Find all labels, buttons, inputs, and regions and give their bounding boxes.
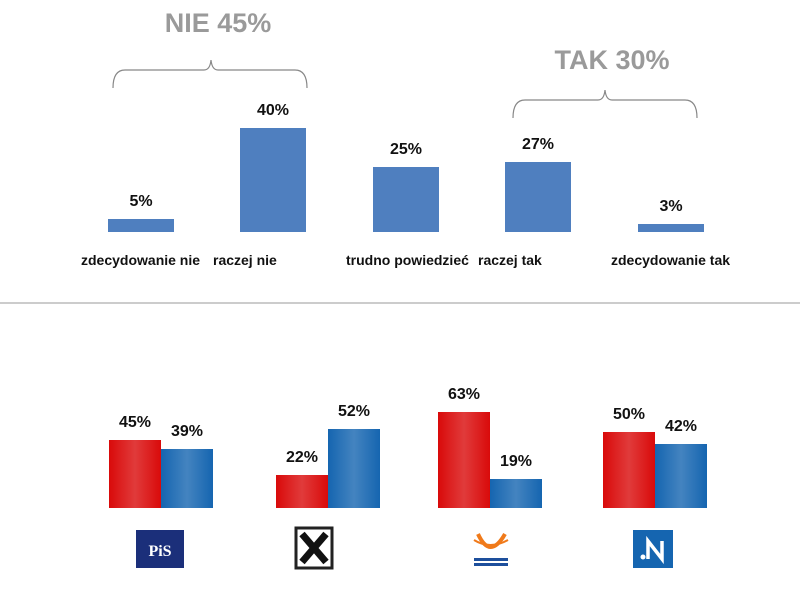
category-label: zdecydowanie nie: [81, 252, 201, 268]
category-label: raczej nie: [213, 252, 277, 268]
brace: [512, 89, 698, 119]
value-label: 42%: [664, 418, 698, 436]
value-label: 39%: [170, 422, 204, 440]
category-label: zdecydowanie tak: [611, 252, 731, 268]
value-label: 3%: [659, 198, 683, 216]
bar: [276, 474, 328, 508]
bar: [109, 439, 161, 508]
value-label: 45%: [118, 413, 152, 431]
category-label: raczej tak: [478, 252, 542, 268]
bar: [161, 448, 213, 508]
logo-kukiz: [294, 526, 334, 570]
category-label: trudno powiedzieć: [346, 252, 469, 268]
brace: [112, 59, 308, 89]
bar: [655, 444, 707, 508]
logo-pis: PiS: [136, 530, 184, 568]
value-label: 5%: [129, 193, 153, 210]
value-label: 22%: [285, 448, 319, 466]
bar: [108, 219, 174, 232]
bar: [490, 479, 542, 508]
value-label: 50%: [612, 406, 646, 423]
svg-text:PiS: PiS: [148, 543, 171, 560]
bar: [328, 428, 380, 508]
bar: [240, 128, 306, 232]
value-label: 40%: [256, 102, 290, 119]
value-label: 52%: [337, 402, 371, 420]
annotation: TAK 30%: [554, 45, 670, 75]
bar: [438, 412, 490, 508]
bar: [638, 224, 704, 232]
value-label: 27%: [521, 135, 555, 153]
logo-po: [473, 532, 509, 566]
value-label: 63%: [447, 386, 481, 404]
bar: [603, 432, 655, 508]
value-label: 19%: [499, 453, 533, 471]
bar: [373, 167, 439, 232]
logo-n: [633, 530, 673, 568]
value-label: 25%: [389, 141, 423, 158]
bar: [505, 161, 571, 232]
annotation: NIE 45%: [164, 8, 272, 38]
